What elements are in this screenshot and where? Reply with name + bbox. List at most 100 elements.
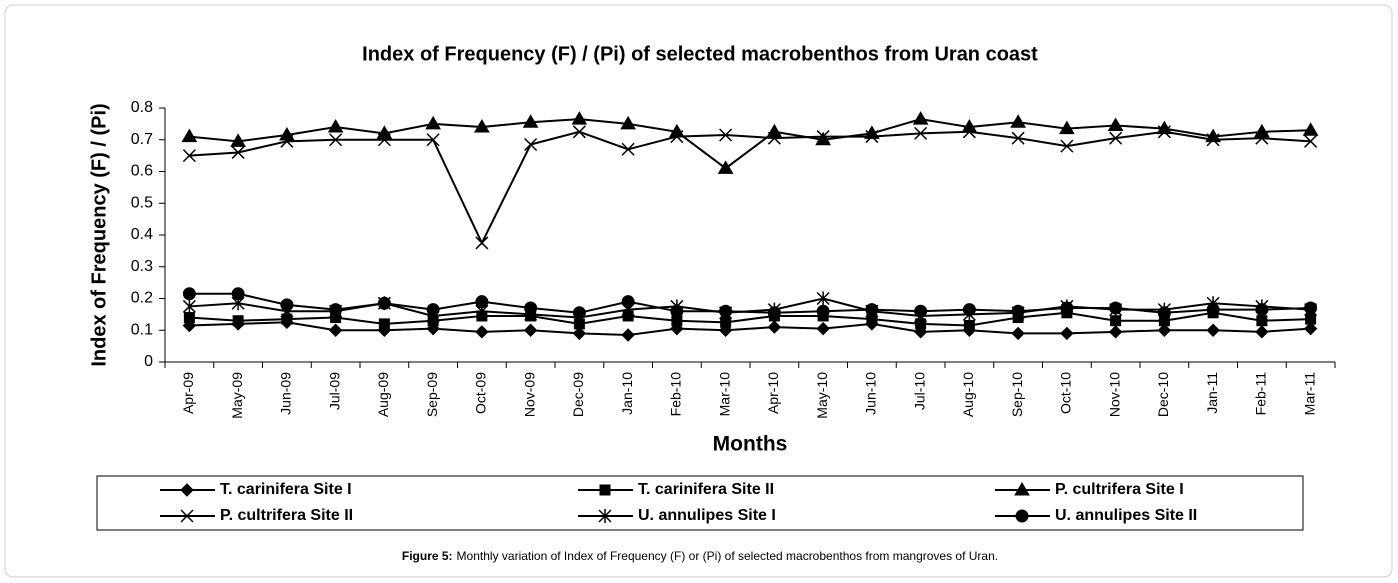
x-tick-label: Dec-10 [1155,372,1171,417]
y-tick-label: 0.8 [131,99,153,116]
data-point [816,304,830,318]
data-point [181,128,198,143]
legend-label: P. cultrifera Site I [1055,481,1184,498]
data-point [378,318,390,330]
data-point [475,295,489,309]
data-point [232,315,244,327]
data-point [1109,301,1123,315]
data-point [572,306,586,320]
data-point [571,111,588,125]
data-point [1256,315,1268,327]
data-point [425,115,441,130]
data-point [1109,131,1123,145]
data-point [670,130,684,144]
data-point [1255,131,1269,145]
data-point [231,287,245,301]
x-tick-label: Jun-09 [278,372,294,415]
data-point [1010,114,1026,128]
data-point [1108,325,1123,339]
data-point [1060,326,1074,341]
data-point [963,319,975,331]
data-point [767,320,782,334]
data-point [865,303,879,317]
legend-marker [599,484,611,496]
x-tick-label: Dec-09 [570,372,586,417]
data-point [182,287,196,301]
y-tick-label: 0 [144,353,153,370]
data-point [1304,134,1318,148]
data-point [524,137,538,152]
caption-label: Figure 5: [402,549,453,563]
x-tick-label: Mar-11 [1301,372,1317,416]
x-tick-label: Nov-09 [521,372,537,417]
y-tick-label: 0.5 [131,194,153,211]
x-tick-label: Jan-10 [619,372,635,415]
legend-marker [180,509,194,523]
x-tick-label: Feb-10 [668,372,684,417]
data-point [231,145,245,159]
data-point [1110,315,1122,327]
data-point [1060,301,1074,315]
data-point [474,119,490,133]
data-point [670,304,684,318]
data-point [1060,139,1074,153]
data-point [621,295,635,309]
y-tick-label: 0.3 [131,258,153,275]
y-tick-label: 0.4 [131,226,153,243]
data-point [620,115,636,130]
x-tick-label: Sep-09 [424,372,440,417]
data-point [1304,301,1318,315]
x-tick-label: Aug-10 [960,372,976,417]
data-point [280,134,294,148]
data-point [328,323,343,337]
data-point [1255,303,1269,317]
data-point [1206,133,1220,147]
data-point [865,130,879,144]
x-tick-label: May-10 [814,372,830,419]
data-point [767,131,781,145]
series-line [189,118,1311,170]
x-tick-label: Jun-10 [863,372,879,415]
data-point [329,303,343,317]
x-tick-label: Oct-09 [473,372,489,414]
data-point [1303,321,1318,336]
series-line [189,321,1311,337]
legend-marker [180,483,194,497]
legend-marker [1015,509,1029,523]
data-point [280,298,294,312]
x-tick-label: Sep-10 [1009,372,1025,417]
legend-marker [598,509,612,523]
data-point [426,303,440,317]
x-tick-label: Jan-11 [1204,372,1220,414]
data-point [1157,323,1172,337]
caption-text: Monthly variation of Index of Frequency … [457,549,999,563]
legend-label: T. carinifera Site II [638,481,774,498]
legend-label: U. annulipes Site II [1055,507,1197,524]
x-axis-label: Months [713,433,788,456]
x-tick-label: Apr-10 [765,372,781,414]
x-tick-label: Oct-10 [1058,372,1074,414]
frame [4,4,1393,578]
data-point [914,304,928,318]
data-point [475,236,489,250]
data-point [719,304,733,318]
series-line [189,311,1311,327]
data-point [816,130,830,144]
data-point [1107,117,1124,131]
series-line [189,292,1311,314]
legend-label: U. annulipes Site I [638,507,776,524]
chart-title: Index of Frequency (F) / (Pi) of selecte… [362,43,1038,65]
data-point [621,328,635,342]
data-point [962,125,976,139]
data-point [182,299,196,314]
data-point [426,133,440,147]
x-tick-label: Jul-10 [911,372,927,410]
data-point [1206,323,1220,337]
data-point [183,312,195,324]
data-point [572,326,587,341]
x-tick-label: Mar-10 [716,372,732,417]
data-point [914,126,928,140]
data-point [912,111,929,125]
data-point [816,321,830,336]
